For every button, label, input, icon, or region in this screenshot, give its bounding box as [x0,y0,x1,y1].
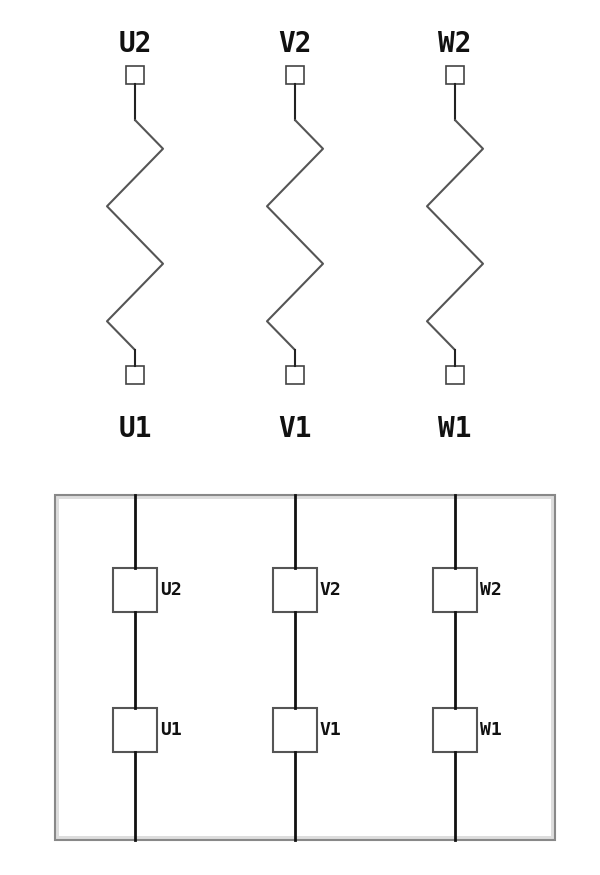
Text: W1: W1 [480,721,502,739]
Bar [286,366,304,384]
Text: U2: U2 [160,581,182,599]
Bar [433,568,477,612]
Text: U2: U2 [118,30,152,58]
Bar [446,66,464,84]
Bar [55,495,555,840]
Bar [273,568,317,612]
Bar [126,366,144,384]
Bar [113,708,157,752]
Bar [273,708,317,752]
Text: V2: V2 [320,581,342,599]
Bar [446,366,464,384]
Bar [113,568,157,612]
Text: V1: V1 [320,721,342,739]
Bar [126,66,144,84]
Text: U1: U1 [118,415,152,443]
Bar [59,499,551,836]
Text: W2: W2 [438,30,472,58]
Bar [286,66,304,84]
Text: U1: U1 [160,721,182,739]
Text: W2: W2 [480,581,502,599]
Text: V1: V1 [278,415,312,443]
Text: W1: W1 [438,415,472,443]
Text: V2: V2 [278,30,312,58]
Bar [433,708,477,752]
